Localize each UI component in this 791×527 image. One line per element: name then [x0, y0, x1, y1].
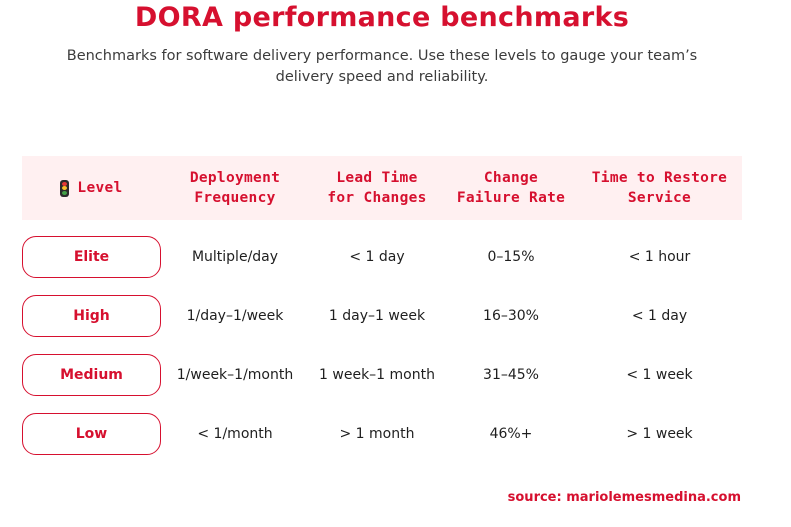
header-deployment-frequency: Deployment Frequency — [161, 156, 309, 220]
level-badge-high: High — [22, 295, 161, 337]
header-line: for Changes — [327, 190, 427, 206]
header-line: Lead Time — [336, 170, 418, 186]
header-level-label: Level — [77, 180, 123, 196]
cell-lead-time: < 1 day — [349, 249, 405, 265]
table-row: Medium 1/week–1/month 1 week–1 month 31–… — [0, 354, 791, 400]
level-badge-low: Low — [22, 413, 161, 455]
header-level: Level — [22, 156, 161, 220]
cell-lead-time: 1 day–1 week — [328, 308, 426, 324]
header-line: Deployment — [189, 170, 281, 186]
traffic-light-icon — [60, 179, 70, 197]
cell-time-to-restore: < 1 week — [626, 367, 693, 383]
cell-deployment-frequency: 1/day–1/week — [186, 308, 284, 324]
cell-time-to-restore: < 1 hour — [628, 249, 691, 265]
table-row: Elite Multiple/day < 1 day 0–15% < 1 hou… — [0, 236, 791, 282]
cell-change-failure-rate: 31–45% — [483, 367, 539, 383]
subtitle-line: Benchmarks for software delivery perform… — [66, 48, 698, 64]
level-badge-medium: Medium — [22, 354, 161, 396]
header-line: Frequency — [194, 190, 276, 206]
cell-deployment-frequency: 1/week–1/month — [176, 367, 294, 383]
cell-deployment-frequency: < 1/month — [197, 426, 273, 442]
cell-time-to-restore: > 1 week — [626, 426, 693, 442]
page-title: DORA performance benchmarks — [134, 2, 630, 33]
table-row: Low < 1/month > 1 month 46%+ > 1 week — [0, 413, 791, 459]
source-credit: source: mariolemesmedina.com — [507, 490, 741, 505]
header-line: Service — [627, 190, 692, 206]
header-time-to-restore: Time to Restore Service — [577, 156, 742, 220]
page-subtitle: Benchmarks for software delivery perform… — [0, 46, 764, 88]
header-line: Change — [483, 170, 539, 186]
cell-change-failure-rate: 46%+ — [489, 426, 533, 442]
cell-lead-time: > 1 month — [339, 426, 415, 442]
header-lead-time: Lead Time for Changes — [309, 156, 445, 220]
cell-change-failure-rate: 16–30% — [483, 308, 539, 324]
table-header — [22, 156, 742, 220]
cell-deployment-frequency: Multiple/day — [191, 249, 279, 265]
cell-change-failure-rate: 0–15% — [487, 249, 535, 265]
cell-time-to-restore: < 1 day — [631, 308, 688, 324]
subtitle-line: delivery speed and reliability. — [275, 69, 489, 85]
table-row: High 1/day–1/week 1 day–1 week 16–30% < … — [0, 295, 791, 341]
cell-lead-time: 1 week–1 month — [319, 367, 435, 383]
level-badge-elite: Elite — [22, 236, 161, 278]
header-line: Time to Restore — [591, 170, 728, 186]
header-line: Failure Rate — [456, 190, 566, 206]
header-change-failure-rate: Change Failure Rate — [445, 156, 577, 220]
